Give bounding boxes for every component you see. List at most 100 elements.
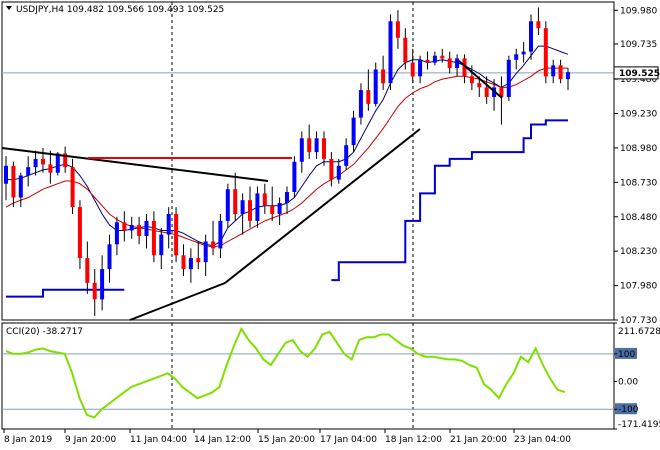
- time-tick-label: 21 Jan 20:00: [450, 435, 507, 445]
- candle: [270, 186, 275, 221]
- candle: [432, 51, 437, 66]
- candle-body: [410, 62, 415, 77]
- candle-body: [484, 87, 489, 97]
- candle-body: [248, 200, 252, 221]
- candle-body: [462, 58, 467, 77]
- candle-body: [92, 282, 97, 300]
- price-tag-label: 109.525: [619, 69, 660, 79]
- candle-body: [114, 222, 119, 245]
- candle: [262, 183, 267, 214]
- candle: [248, 186, 252, 228]
- candle-body: [351, 117, 356, 146]
- candle: [506, 55, 511, 102]
- candle: [336, 158, 341, 184]
- cci-tick-label: 211.6728: [618, 327, 660, 337]
- candle: [529, 14, 533, 60]
- candle-body: [240, 200, 245, 214]
- candle: [277, 197, 282, 226]
- current-price-tag: 109.525: [613, 66, 660, 80]
- cci-tick-label: -100: [618, 405, 639, 415]
- candle: [159, 227, 164, 270]
- candle: [536, 7, 541, 36]
- price-tick-label: 109.230: [620, 110, 657, 120]
- price-tick-label: 109.980: [620, 6, 657, 16]
- candle: [322, 131, 326, 166]
- price-tick-label: 108.480: [620, 213, 657, 223]
- candle-body: [151, 220, 156, 256]
- trendline-ascending: [224, 128, 421, 284]
- candle: [499, 76, 504, 125]
- candle: [425, 51, 430, 70]
- trendline-short: [458, 60, 503, 99]
- candle: [63, 146, 68, 173]
- cci-level-box: [615, 347, 637, 359]
- candle: [418, 55, 423, 84]
- candle: [174, 207, 179, 263]
- candle: [521, 41, 526, 63]
- candle-body: [107, 244, 112, 270]
- candle: [211, 220, 216, 256]
- candle-body: [307, 138, 312, 153]
- candle: [514, 48, 519, 70]
- candle: [11, 161, 16, 208]
- candle-body: [137, 225, 142, 236]
- cci-level-box: [615, 403, 637, 415]
- candle: [225, 183, 230, 228]
- candle-body: [70, 167, 75, 208]
- candle-body: [566, 72, 570, 80]
- candle-body: [218, 220, 223, 249]
- candle: [440, 48, 445, 63]
- cci-tick-label: 0.00: [618, 378, 638, 388]
- candle-body: [299, 138, 304, 162]
- candle-body: [277, 203, 282, 214]
- price-tag-box: [613, 66, 659, 80]
- candle-body: [551, 65, 556, 77]
- candle: [107, 234, 112, 283]
- candle: [100, 255, 105, 311]
- candle-body: [432, 55, 437, 63]
- candle-body: [529, 21, 533, 52]
- candle-body: [358, 90, 363, 118]
- candle: [129, 216, 134, 239]
- candle: [122, 211, 127, 242]
- candle: [462, 54, 467, 84]
- candle: [543, 21, 548, 84]
- candle: [299, 131, 304, 173]
- candle-body: [285, 192, 289, 203]
- candle: [33, 150, 38, 176]
- candle-body: [41, 158, 45, 165]
- candle-body: [196, 258, 201, 263]
- candle-body: [144, 220, 149, 236]
- symbol-header: USDJPY,H4 109.482 109.566 109.493 109.52…: [6, 5, 224, 15]
- candle: [48, 150, 53, 184]
- candle-body: [174, 214, 179, 256]
- candle-body: [418, 59, 423, 77]
- candle-body: [18, 175, 23, 198]
- price-tick-label: 107.980: [620, 282, 657, 292]
- trendlines: [1, 60, 503, 321]
- candle: [255, 186, 260, 228]
- candle: [181, 244, 186, 276]
- candle-body: [255, 193, 260, 221]
- time-tick-label: 18 Jan 12:00: [385, 435, 442, 445]
- candle: [477, 76, 482, 97]
- candle: [329, 152, 334, 187]
- candle: [314, 131, 319, 159]
- candle: [151, 211, 156, 263]
- price-tick-label: 108.230: [620, 247, 657, 257]
- time-axis: 8 Jan 2019 9 Jan 20:00 11 Jan 04:00 14 Jan …: [3, 429, 571, 445]
- candle-body: [558, 65, 563, 80]
- candle-body: [469, 76, 474, 84]
- candle-body: [543, 28, 548, 77]
- candle-body: [48, 164, 53, 173]
- candle: [137, 216, 142, 245]
- candle-body: [85, 258, 90, 283]
- candle: [447, 51, 452, 74]
- candle: [233, 172, 238, 221]
- price-tick-label: 109.735: [620, 40, 657, 50]
- candle: [218, 214, 223, 259]
- candle-body: [33, 158, 38, 168]
- candle-body: [336, 165, 341, 180]
- candle-body: [514, 54, 519, 60]
- main-pane-frame: [1, 1, 615, 321]
